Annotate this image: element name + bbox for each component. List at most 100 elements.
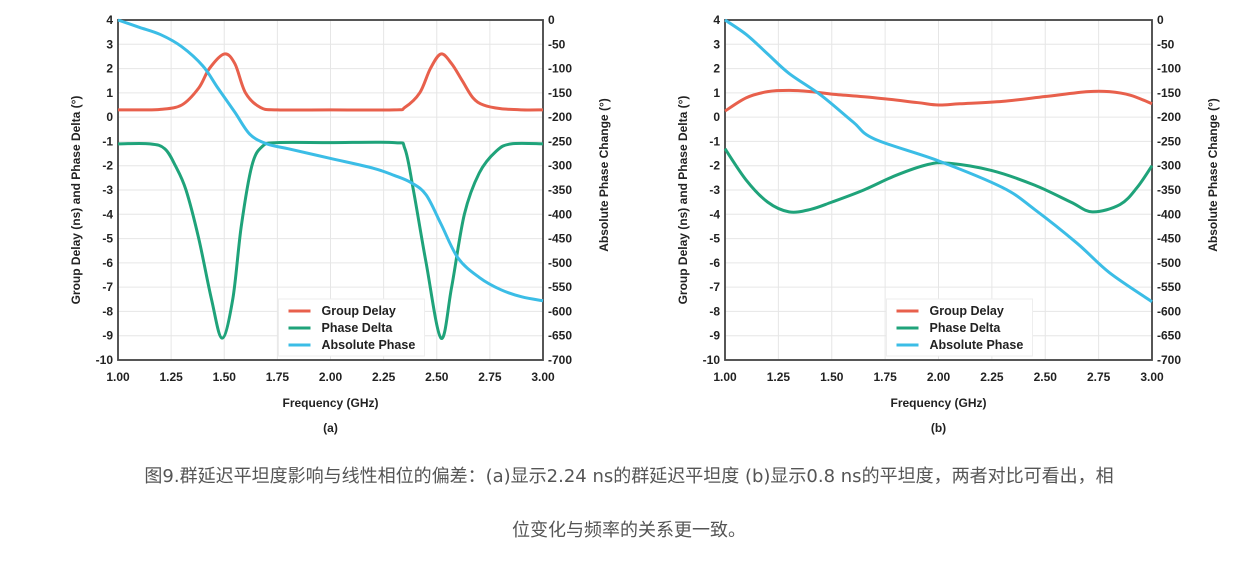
y2-tick-label: -250 [1157,134,1181,148]
chart-a: 1.00 1.25 1.50 1.75 2.00 2.25 2.50 2.75 3.00 4 3 2 1… [69,13,611,435]
series-line-group-delay [117,52,544,112]
legend-label: Absolute Phase [930,338,1024,352]
y2-tick-label: -700 [548,353,572,367]
y-tick-label: -6 [709,256,720,270]
y2-tick-label: -350 [548,183,572,197]
x-tick-label: 1.75 [266,370,290,384]
y-axis-label: Group Delay (ns) and Phase Delta (°) [676,96,690,305]
legend: Group Delay Phase Delta Absolute Phase [886,298,1033,357]
y2-tick-label: -400 [1157,207,1181,221]
panel-label: (b) [931,421,946,435]
y2-tick-label: 0 [1157,13,1164,27]
y-tick-label: -5 [102,232,113,246]
x-tick-label: 2.75 [478,370,502,384]
y2-tick-label: -600 [548,304,572,318]
y2-tick-label: -50 [548,37,566,51]
y-tick-label: -9 [102,329,113,343]
figure-charts: 1.00 1.25 1.50 1.75 2.00 2.25 2.50 2.75 3.00 4 3 2 1… [69,13,1220,435]
y-tick-label: 0 [106,110,113,124]
y2-tick-label: -300 [548,159,572,173]
x-tick-label: 3.00 [1140,370,1164,384]
y2-tick-label: -350 [1157,183,1181,197]
y-tick-label: 3 [106,37,113,51]
legend-label: Group Delay [930,304,1004,318]
y-tick-label: 0 [713,110,720,124]
y2-tick-label: -300 [1157,159,1181,173]
y2-tick-label: -500 [1157,256,1181,270]
x-tick-label: 2.50 [1034,370,1058,384]
y2-tick-label: -500 [548,256,572,270]
y2-tick-label: -50 [1157,37,1175,51]
y2-axis-label: Absolute Phase Change (°) [597,98,611,252]
x-tick-label: 1.00 [106,370,130,384]
y2-tick-label: -100 [1157,62,1181,76]
y-tick-label: -4 [709,207,720,221]
x-tick-label: 1.00 [713,370,737,384]
y-tick-label: -4 [102,207,113,221]
y-tick-label: -8 [709,304,720,318]
x-tick-label: 1.25 [159,370,183,384]
y-tick-label: 2 [713,62,720,76]
x-axis-label: Frequency (GHz) [890,396,986,410]
y-tick-label: 2 [106,62,113,76]
plot-frame [724,19,1153,361]
y-tick-label: -7 [102,280,113,294]
y-tick-label: -2 [709,159,720,173]
y-tick-label: 1 [106,86,113,100]
y-axis-label: Group Delay (ns) and Phase Delta (°) [69,96,83,305]
series-line-phase-delta [723,147,1154,214]
legend: Group Delay Phase Delta Absolute Phase [278,298,425,357]
y2-tick-label: -650 [548,329,572,343]
y2-tick-label: -450 [1157,232,1181,246]
y-tick-label: -3 [709,183,720,197]
x-tick-label: 1.50 [820,370,844,384]
y2-tick-label: -700 [1157,353,1181,367]
y-tick-label: -1 [102,134,113,148]
y2-tick-label: -100 [548,62,572,76]
y-tick-label: -3 [102,183,113,197]
y2-tick-label: -200 [1157,110,1181,124]
y-tick-label: -5 [709,232,720,246]
y2-tick-label: -200 [548,110,572,124]
y-tick-label: -10 [703,353,721,367]
y2-axis-label: Absolute Phase Change (°) [1206,98,1220,252]
y2-tick-label: -150 [1157,86,1181,100]
y2-tick-label: -650 [1157,329,1181,343]
series-line-group-delay [724,88,1153,113]
legend-label: Phase Delta [322,321,394,335]
chart-b: 1.00 1.25 1.50 1.75 2.00 2.25 2.50 2.75 3.00 4 3 2 1… [676,13,1220,435]
x-tick-label: 3.00 [531,370,555,384]
legend-label: Group Delay [322,304,396,318]
series-line-absolute-phase [117,18,544,303]
x-tick-label: 1.50 [213,370,237,384]
series-line-phase-delta [117,140,544,340]
x-tick-label: 2.50 [425,370,449,384]
x-tick-label: 2.25 [980,370,1004,384]
x-tick-label: 2.00 [319,370,343,384]
y2-tick-label: 0 [548,13,555,27]
y-tick-label: 4 [106,13,113,27]
x-tick-label: 2.75 [1087,370,1111,384]
y2-tick-label: -450 [548,232,572,246]
x-tick-label: 2.25 [372,370,396,384]
y2-tick-label: -550 [548,280,572,294]
y-tick-label: 4 [713,13,720,27]
x-tick-label: 1.75 [873,370,897,384]
legend-label: Absolute Phase [322,338,416,352]
y-tick-label: -7 [709,280,720,294]
panel-label: (a) [323,421,338,435]
y2-tick-label: -250 [548,134,572,148]
y-tick-label: -10 [96,353,114,367]
y-tick-label: -1 [709,134,720,148]
series-line-absolute-phase [724,18,1153,303]
y-tick-label: -8 [102,304,113,318]
y-tick-label: -9 [709,329,720,343]
caption-line-1: 图9.群延迟平坦度影响与线性相位的偏差：(a)显示2.24 ns的群延迟平坦度 … [144,466,1114,487]
y2-tick-label: -550 [1157,280,1181,294]
y-tick-label: 3 [713,37,720,51]
y-tick-label: -6 [102,256,113,270]
y2-tick-label: -600 [1157,304,1181,318]
y2-tick-label: -400 [548,207,572,221]
caption-line-2: 位变化与频率的关系更一致。 [512,520,746,541]
y2-tick-label: -150 [548,86,572,100]
